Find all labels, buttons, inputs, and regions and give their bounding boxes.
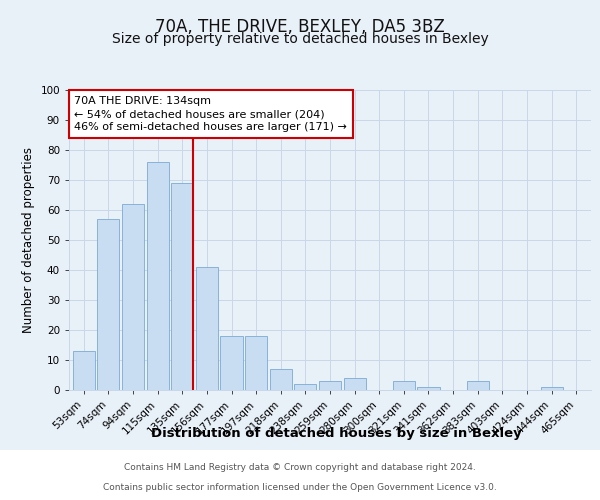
- Text: Distribution of detached houses by size in Bexley: Distribution of detached houses by size …: [151, 428, 521, 440]
- Bar: [122, 204, 144, 390]
- Text: 70A THE DRIVE: 134sqm
← 54% of detached houses are smaller (204)
46% of semi-det: 70A THE DRIVE: 134sqm ← 54% of detached …: [74, 96, 347, 132]
- Y-axis label: Number of detached properties: Number of detached properties: [22, 147, 35, 333]
- Bar: [319, 381, 341, 390]
- Text: Size of property relative to detached houses in Bexley: Size of property relative to detached ho…: [112, 32, 488, 46]
- Text: Contains HM Land Registry data © Crown copyright and database right 2024.: Contains HM Land Registry data © Crown c…: [124, 463, 476, 472]
- Bar: [97, 219, 119, 390]
- Bar: [146, 162, 169, 390]
- Bar: [220, 336, 242, 390]
- Bar: [344, 378, 366, 390]
- Bar: [393, 381, 415, 390]
- Bar: [196, 267, 218, 390]
- Text: Contains public sector information licensed under the Open Government Licence v3: Contains public sector information licen…: [103, 483, 497, 492]
- Bar: [269, 369, 292, 390]
- Bar: [245, 336, 267, 390]
- Bar: [171, 183, 193, 390]
- Bar: [73, 351, 95, 390]
- Text: 70A, THE DRIVE, BEXLEY, DA5 3BZ: 70A, THE DRIVE, BEXLEY, DA5 3BZ: [155, 18, 445, 36]
- Bar: [541, 387, 563, 390]
- Bar: [294, 384, 316, 390]
- Bar: [467, 381, 489, 390]
- Bar: [418, 387, 440, 390]
